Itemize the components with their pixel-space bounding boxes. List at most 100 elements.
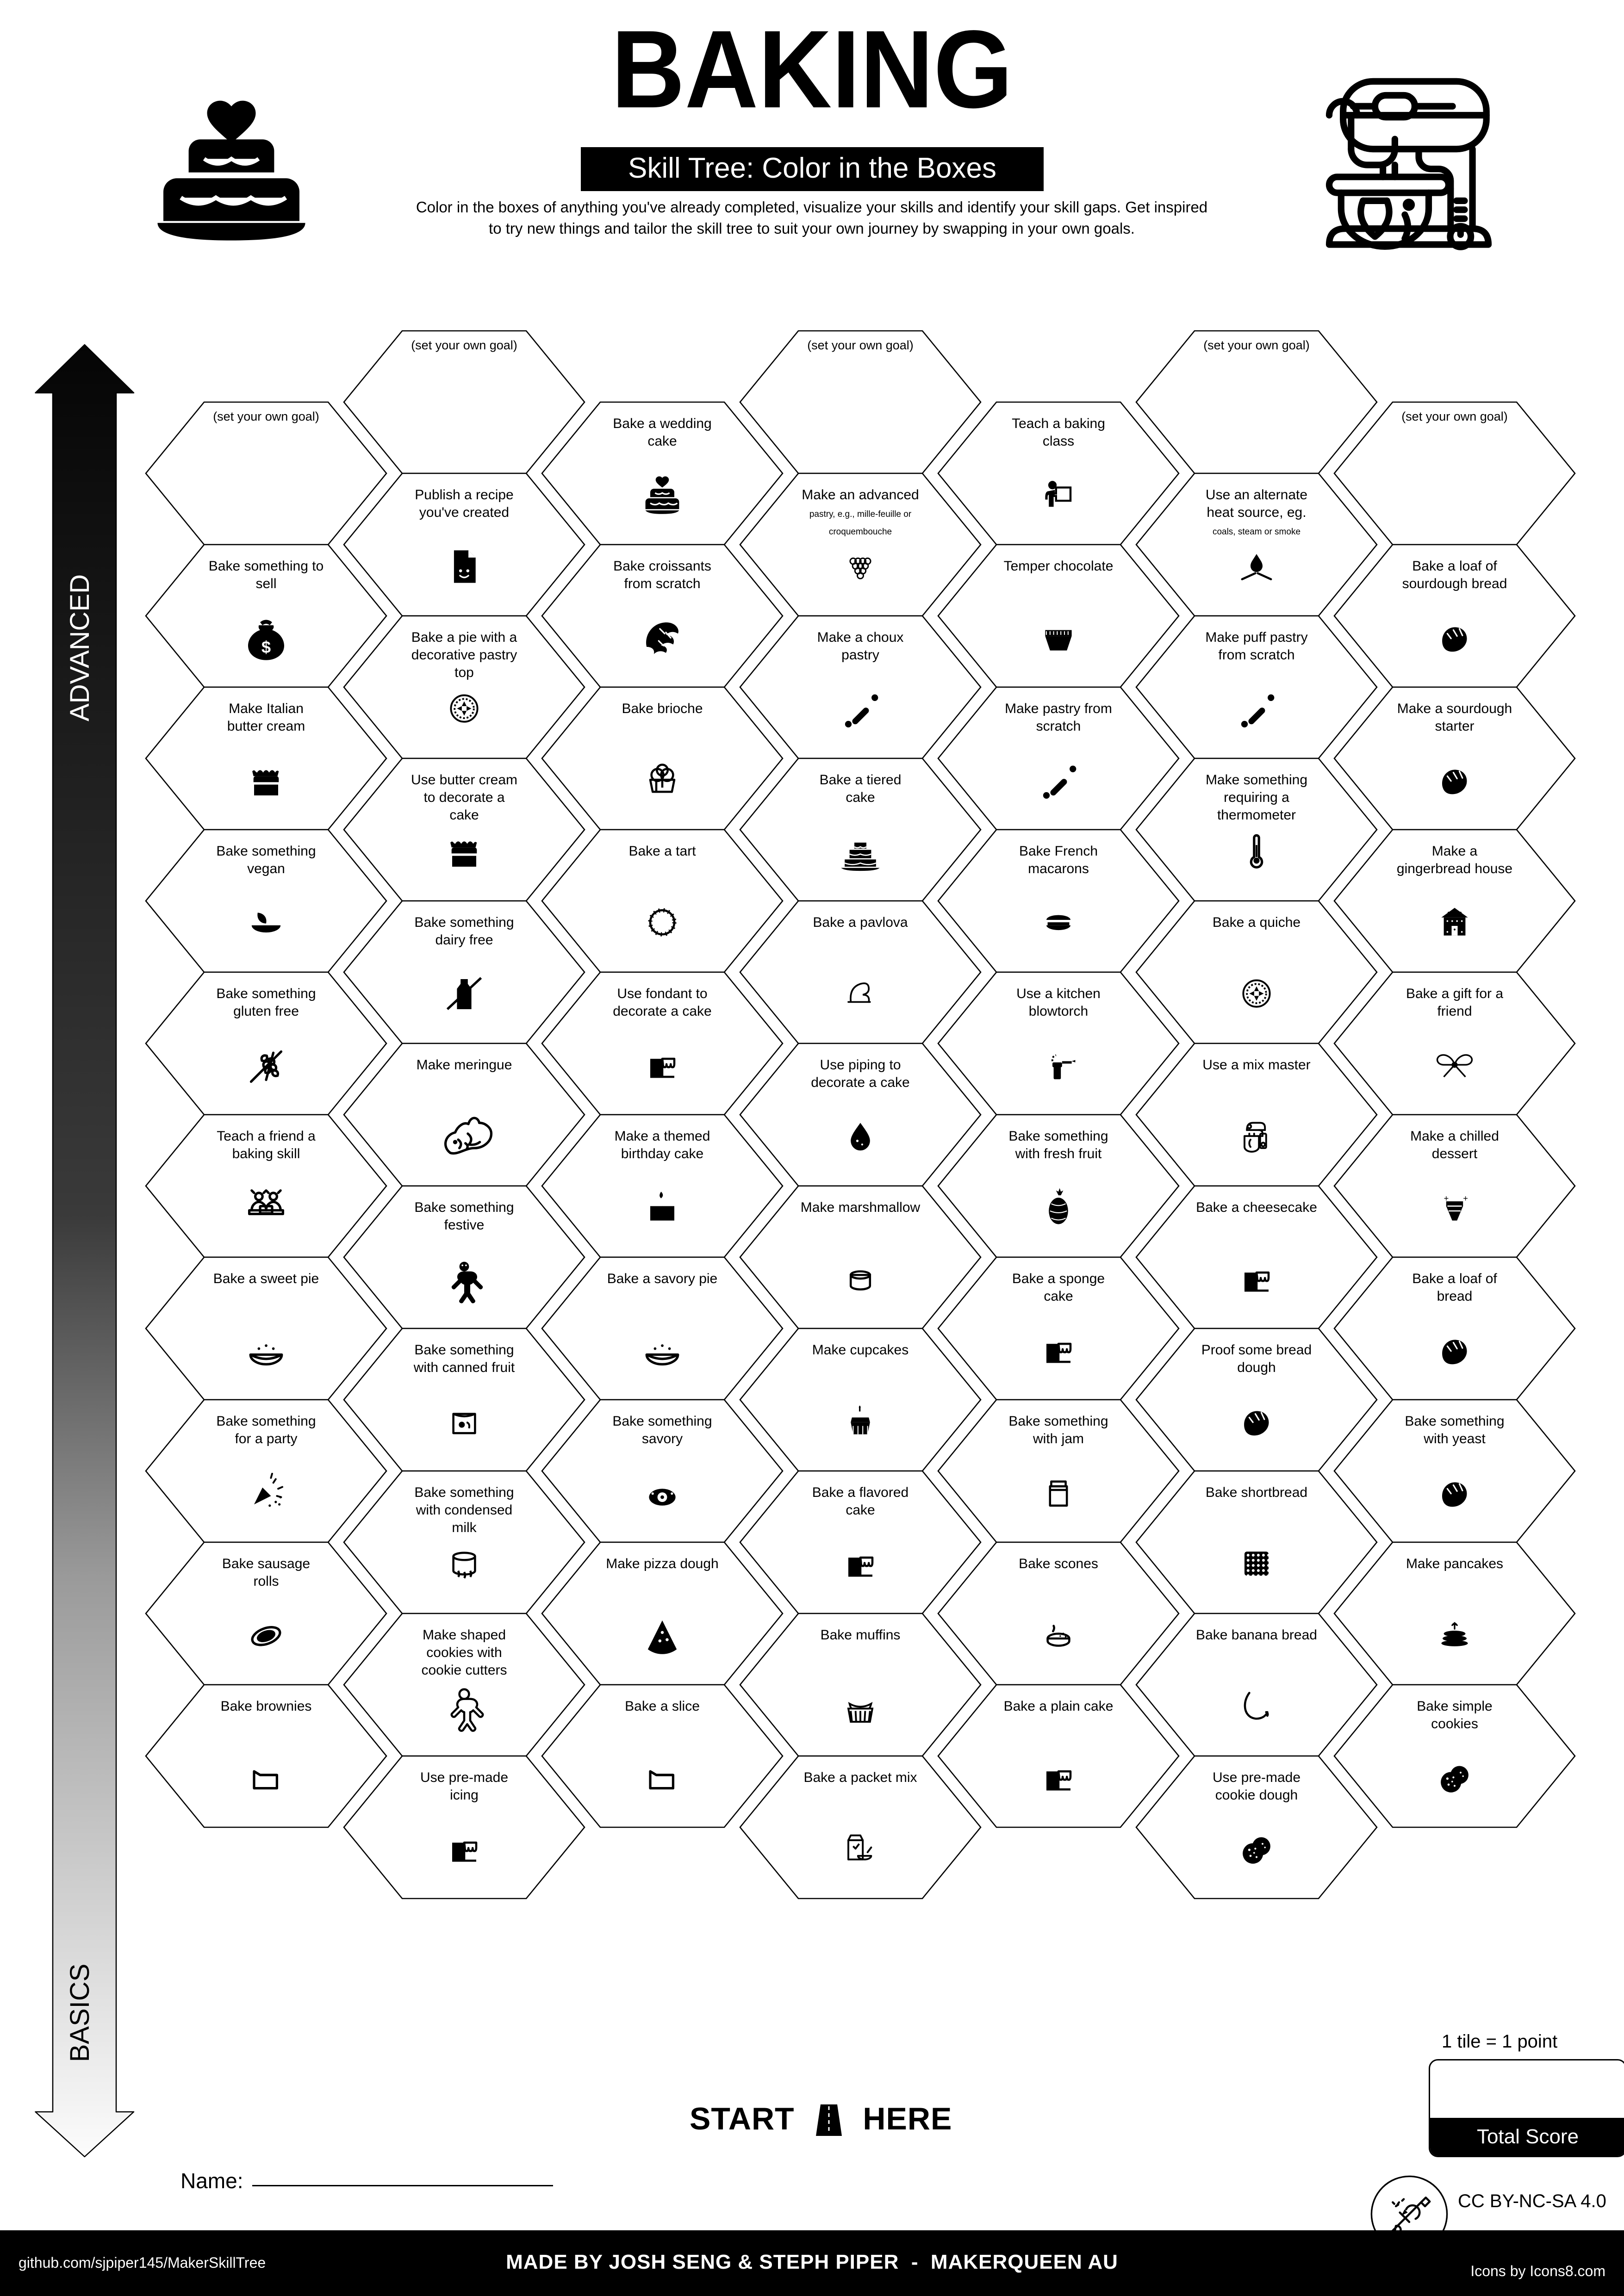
svg-text:Make shaped: Make shaped bbox=[423, 1627, 506, 1643]
svg-text:Make a: Make a bbox=[1432, 844, 1478, 859]
svg-text:cake: cake bbox=[449, 807, 479, 823]
svg-text:Make a chilled: Make a chilled bbox=[1410, 1129, 1499, 1144]
svg-text:Temper chocolate: Temper chocolate bbox=[1004, 558, 1114, 574]
svg-text:Make marshmallow: Make marshmallow bbox=[801, 1200, 921, 1215]
svg-text:gluten free: gluten free bbox=[233, 1004, 299, 1019]
svg-text:from scratch: from scratch bbox=[1218, 647, 1294, 663]
svg-text:Bake a pie with a: Bake a pie with a bbox=[411, 630, 517, 645]
svg-text:Bake something: Bake something bbox=[414, 1200, 514, 1215]
svg-text:Use pre-made: Use pre-made bbox=[420, 1770, 508, 1785]
svg-text:Bake a sweet pie: Bake a sweet pie bbox=[213, 1271, 319, 1286]
svg-text:Publish a recipe: Publish a recipe bbox=[415, 487, 513, 503]
svg-text:Bake something: Bake something bbox=[414, 1342, 514, 1358]
svg-text:Bake something: Bake something bbox=[1008, 1129, 1108, 1144]
svg-text:Use a kitchen: Use a kitchen bbox=[1016, 986, 1101, 1001]
svg-text:gingerbread house: gingerbread house bbox=[1397, 861, 1512, 876]
svg-text:Bake croissants: Bake croissants bbox=[613, 558, 711, 574]
svg-text:cookies: cookies bbox=[1431, 1716, 1478, 1731]
svg-text:Use a mix master: Use a mix master bbox=[1202, 1057, 1310, 1073]
svg-text:Make a themed: Make a themed bbox=[615, 1129, 710, 1144]
svg-text:requiring a: requiring a bbox=[1224, 790, 1289, 805]
svg-text:Bake a quiche: Bake a quiche bbox=[1213, 915, 1300, 930]
svg-text:class: class bbox=[1043, 434, 1074, 449]
svg-text:cookie cutters: cookie cutters bbox=[421, 1663, 507, 1678]
svg-text:Bake banana bread: Bake banana bread bbox=[1196, 1627, 1317, 1643]
svg-text:Bake a pavlova: Bake a pavlova bbox=[813, 915, 908, 930]
svg-text:decorate a cake: decorate a cake bbox=[613, 1004, 711, 1019]
svg-text:Bake a packet mix: Bake a packet mix bbox=[803, 1770, 917, 1785]
svg-text:Bake something: Bake something bbox=[612, 1414, 712, 1429]
svg-text:to decorate a: to decorate a bbox=[423, 790, 504, 805]
svg-text:vegan: vegan bbox=[247, 861, 285, 876]
svg-text:macarons: macarons bbox=[1028, 861, 1089, 876]
svg-text:Make cupcakes: Make cupcakes bbox=[812, 1342, 908, 1358]
svg-text:Use piping to: Use piping to bbox=[820, 1057, 901, 1073]
svg-text:for a party: for a party bbox=[235, 1431, 297, 1446]
svg-text:(set your own goal): (set your own goal) bbox=[1401, 410, 1508, 423]
svg-text:Bake a cheesecake: Bake a cheesecake bbox=[1196, 1200, 1317, 1215]
svg-text:Bake a loaf of: Bake a loaf of bbox=[1412, 1271, 1497, 1286]
svg-text:decorate a cake: decorate a cake bbox=[811, 1075, 909, 1090]
svg-text:Use fondant to: Use fondant to bbox=[617, 986, 707, 1001]
svg-text:with fresh fruit: with fresh fruit bbox=[1015, 1146, 1102, 1161]
svg-text:Bake something: Bake something bbox=[1405, 1414, 1504, 1429]
svg-text:you've created: you've created bbox=[419, 505, 509, 520]
svg-text:milk: milk bbox=[452, 1520, 477, 1535]
svg-text:festive: festive bbox=[444, 1217, 485, 1233]
svg-text:(set your own goal): (set your own goal) bbox=[213, 410, 319, 423]
svg-text:rolls: rolls bbox=[253, 1574, 279, 1589]
svg-text:croquembouche: croquembouche bbox=[829, 527, 892, 537]
svg-text:with canned fruit: with canned fruit bbox=[413, 1360, 515, 1375]
svg-text:+: + bbox=[1463, 1194, 1468, 1203]
svg-text:Bake brownies: Bake brownies bbox=[221, 1699, 312, 1714]
svg-text:cake: cake bbox=[846, 790, 875, 805]
svg-text:savory: savory bbox=[642, 1431, 683, 1446]
svg-text:Bake a tiered: Bake a tiered bbox=[820, 772, 902, 788]
svg-text:Bake a gift for a: Bake a gift for a bbox=[1406, 986, 1503, 1001]
svg-text:Bake a slice: Bake a slice bbox=[625, 1699, 700, 1714]
svg-text:Bake something: Bake something bbox=[216, 986, 316, 1001]
svg-text:Bake scones: Bake scones bbox=[1019, 1556, 1098, 1571]
svg-text:Bake a savory pie: Bake a savory pie bbox=[607, 1271, 717, 1286]
svg-text:Bake something: Bake something bbox=[216, 844, 316, 859]
svg-text:cookies with: cookies with bbox=[426, 1645, 502, 1660]
svg-text:Bake something: Bake something bbox=[414, 1485, 514, 1500]
svg-text:scratch: scratch bbox=[1036, 719, 1081, 734]
svg-text:cake: cake bbox=[846, 1502, 875, 1518]
svg-text:Make meringue: Make meringue bbox=[417, 1057, 512, 1073]
svg-text:Make an advanced: Make an advanced bbox=[802, 487, 919, 503]
svg-text:Bake simple: Bake simple bbox=[1417, 1699, 1492, 1714]
svg-text:Bake shortbread: Bake shortbread bbox=[1206, 1485, 1307, 1500]
svg-text:Teach a baking: Teach a baking bbox=[1012, 416, 1105, 431]
svg-text:Make Italian: Make Italian bbox=[229, 701, 304, 716]
svg-text:Bake something to: Bake something to bbox=[209, 558, 324, 574]
svg-text:with condensed: with condensed bbox=[416, 1502, 512, 1518]
svg-text:Bake a sponge: Bake a sponge bbox=[1012, 1271, 1105, 1286]
svg-text:Use butter cream: Use butter cream bbox=[411, 772, 517, 788]
svg-text:(set your own goal): (set your own goal) bbox=[807, 338, 914, 352]
svg-text:Bake a wedding: Bake a wedding bbox=[613, 416, 712, 431]
svg-text:Make pastry from: Make pastry from bbox=[1005, 701, 1112, 716]
svg-text:Bake something: Bake something bbox=[1008, 1414, 1108, 1429]
svg-text:Make pancakes: Make pancakes bbox=[1406, 1556, 1503, 1571]
svg-text:Bake something: Bake something bbox=[216, 1414, 316, 1429]
svg-text:$: $ bbox=[261, 638, 271, 657]
svg-text:sourdough bread: sourdough bread bbox=[1402, 576, 1507, 591]
svg-text:Bake sausage: Bake sausage bbox=[222, 1556, 310, 1571]
svg-text:Proof some bread: Proof some bread bbox=[1201, 1342, 1312, 1358]
svg-text:pastry, e.g., mille-feuille or: pastry, e.g., mille-feuille or bbox=[809, 509, 912, 519]
svg-text:Make pizza dough: Make pizza dough bbox=[606, 1556, 719, 1571]
svg-text:Bake something: Bake something bbox=[414, 915, 514, 930]
svg-text:decorative pastry: decorative pastry bbox=[411, 647, 517, 663]
svg-text:icing: icing bbox=[450, 1787, 479, 1803]
svg-text:thermometer: thermometer bbox=[1217, 807, 1296, 823]
svg-text:Bake a plain cake: Bake a plain cake bbox=[1004, 1699, 1114, 1714]
svg-text:(set your own goal): (set your own goal) bbox=[1203, 338, 1310, 352]
svg-text:+: + bbox=[1444, 1194, 1449, 1203]
svg-text:Bake muffins: Bake muffins bbox=[821, 1627, 901, 1643]
svg-text:friend: friend bbox=[1437, 1004, 1472, 1019]
svg-text:butter cream: butter cream bbox=[227, 719, 305, 734]
svg-text:cake: cake bbox=[1044, 1289, 1073, 1304]
svg-text:Make puff pastry: Make puff pastry bbox=[1205, 630, 1307, 645]
svg-text:top: top bbox=[454, 665, 474, 680]
